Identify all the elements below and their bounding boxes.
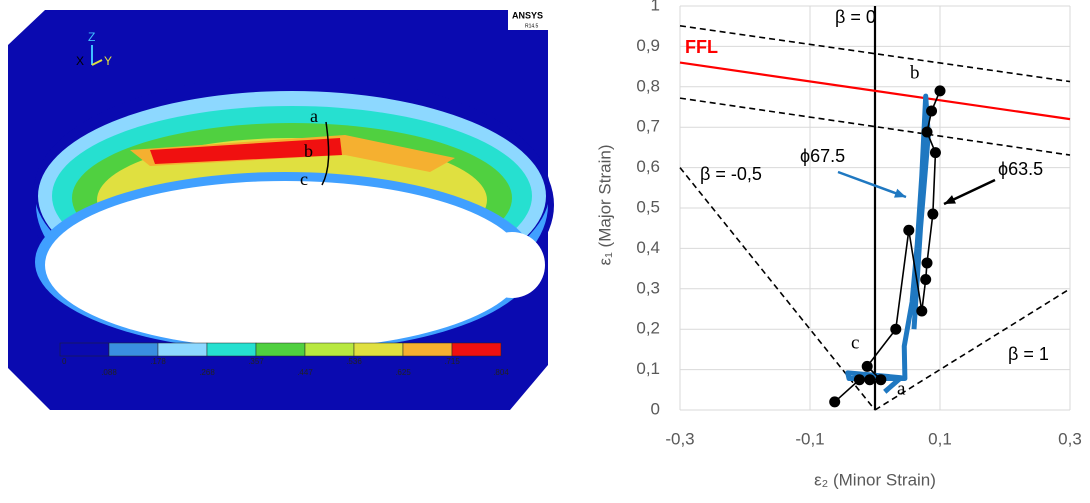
series-line xyxy=(848,96,929,392)
annotation: a xyxy=(897,378,906,399)
data-point xyxy=(854,374,865,385)
data-point xyxy=(864,374,875,385)
legend-swatch xyxy=(305,343,354,356)
axis-name: X xyxy=(76,54,84,68)
arrow-head xyxy=(894,189,906,198)
x-tick-label: 0,1 xyxy=(928,429,952,448)
data-point xyxy=(890,324,901,335)
y-tick-label: 0,7 xyxy=(636,117,660,136)
data-point xyxy=(903,225,914,236)
reference-label: β = -0,5 xyxy=(700,164,762,184)
data-point xyxy=(926,106,937,117)
x-tick-label: 0,3 xyxy=(1058,429,1082,448)
figure: a b c ANSYS R14.5 Z X Y 0 .088 .178 .268 .35… xyxy=(0,0,1090,498)
x-tick-label: -0,1 xyxy=(795,429,824,448)
data-point xyxy=(927,209,938,220)
data-point xyxy=(930,147,941,158)
data-point xyxy=(875,374,886,385)
legend-label: .268 xyxy=(199,368,215,377)
data-point xyxy=(862,361,873,372)
point-label: a xyxy=(310,106,318,126)
legend-label: .357 xyxy=(248,357,264,366)
legend-swatch xyxy=(60,343,109,356)
legend-swatch xyxy=(452,343,501,356)
legend-swatch xyxy=(109,343,158,356)
y-tick-label: 0,4 xyxy=(636,238,660,257)
legend-label: 0 xyxy=(62,357,67,366)
legend-swatch xyxy=(403,343,452,356)
data-point xyxy=(922,257,933,268)
annotation: c xyxy=(851,332,859,353)
legend-label: .804 xyxy=(493,368,509,377)
legend-swatch xyxy=(158,343,207,356)
legend-swatch xyxy=(256,343,305,356)
y-tick-label: 0,3 xyxy=(636,278,660,297)
reference-label: β = 1 xyxy=(1008,344,1049,364)
legend-label: .625 xyxy=(395,368,411,377)
legend-label: .088 xyxy=(101,368,117,377)
y-axis-title: ε₁ (Major Strain) xyxy=(595,144,614,265)
chart: 0 0,1 0,2 0,3 0,4 0,5 0,6 0,7 0,8 0,9 1 -0,3 -0,1 0,1… xyxy=(595,0,1081,489)
reference-label: β = 0 xyxy=(835,7,876,27)
y-tick-label: 0,5 xyxy=(636,197,660,216)
y-tick-label: 0,1 xyxy=(636,359,660,378)
hole xyxy=(479,232,545,298)
legend-label: .536 xyxy=(346,357,362,366)
contour-plot: a b c ANSYS R14.5 Z X Y 0 .088 .178 .268 .35… xyxy=(8,10,554,410)
y-tick-label: 0,6 xyxy=(636,157,660,176)
legend-label: .178 xyxy=(150,357,166,366)
y-tick-label: 0,8 xyxy=(636,76,660,95)
x-axis-title: ε₂ (Minor Strain) xyxy=(814,470,936,489)
hole xyxy=(45,181,525,349)
legend-label: .715 xyxy=(444,357,460,366)
point-label: c xyxy=(300,169,308,189)
series-label: ϕ63.5 xyxy=(998,159,1043,179)
logo: ANSYS xyxy=(512,10,543,20)
data-point xyxy=(922,127,933,138)
y-tick-label: 0,9 xyxy=(636,36,660,55)
point-label: b xyxy=(304,141,313,161)
legend-label: .447 xyxy=(297,368,313,377)
y-tick-label: 0 xyxy=(651,399,660,418)
data-point xyxy=(829,396,840,407)
legend-swatch xyxy=(207,343,256,356)
axis-name: Y xyxy=(104,54,112,68)
data-point xyxy=(935,85,946,96)
version: R14.5 xyxy=(525,23,539,29)
data-point xyxy=(916,306,927,317)
data-point xyxy=(920,274,931,285)
annotation: b xyxy=(910,62,920,83)
x-tick-label: -0,3 xyxy=(665,429,694,448)
series-label: ϕ67.5 xyxy=(800,146,845,166)
reference-label: FFL xyxy=(685,37,718,57)
y-tick-label: 0,2 xyxy=(636,319,660,338)
axis-name: Z xyxy=(88,30,95,44)
legend-swatch xyxy=(354,343,403,356)
y-tick-label: 1 xyxy=(651,0,660,14)
